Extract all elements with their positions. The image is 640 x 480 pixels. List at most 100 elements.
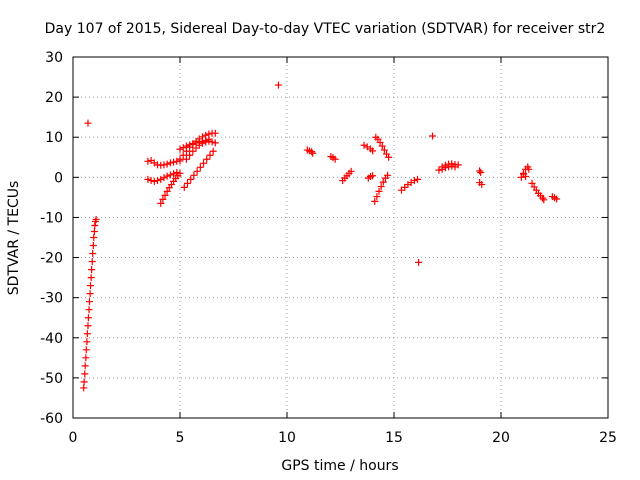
data-point [81, 370, 89, 378]
data-point [448, 162, 456, 170]
data-point [202, 138, 210, 146]
data-point [187, 175, 195, 183]
data-point [88, 266, 96, 274]
data-point [438, 165, 446, 173]
data-point [384, 171, 392, 179]
y-tick-label: -60 [40, 411, 63, 427]
data-point [84, 119, 92, 127]
data-point [147, 177, 155, 185]
data-point [371, 197, 379, 205]
data-point [83, 338, 91, 346]
data-point [170, 170, 178, 178]
y-tick-label: -50 [40, 371, 63, 387]
data-point [163, 187, 171, 195]
data-point [85, 306, 93, 314]
data-point [179, 151, 187, 159]
data-point [203, 155, 211, 163]
x-tick-label: 5 [176, 430, 185, 446]
y-tick-label: -30 [40, 291, 63, 307]
data-point [180, 183, 188, 191]
data-point [369, 172, 377, 180]
data-point [478, 181, 486, 189]
data-point [477, 169, 485, 177]
data-point [196, 163, 204, 171]
data-point [375, 187, 383, 195]
data-point [80, 384, 88, 392]
y-axis-label: SDTVAR / TECUs [6, 181, 22, 296]
data-point [186, 151, 194, 159]
data-point [82, 346, 90, 354]
data-point [160, 161, 168, 169]
data-point [376, 138, 384, 146]
data-point [206, 151, 214, 159]
y-tick-label: 0 [54, 170, 63, 186]
data-point [209, 147, 217, 155]
data-point [205, 137, 213, 145]
data-point [476, 167, 484, 175]
data-point [88, 258, 96, 266]
data-point [347, 167, 355, 175]
data-point [415, 258, 423, 266]
y-tick-label: 30 [45, 50, 63, 66]
data-point [182, 142, 190, 150]
data-point [360, 141, 368, 149]
data-point [91, 221, 99, 229]
axis-ticks: 0 5 10 15 20 25 -60 -50 -40 -30 -20 -10 0 10 20 30 [40, 50, 617, 446]
data-point [157, 199, 165, 207]
data-point [87, 282, 95, 290]
chart-title: Day 107 of 2015, Sidereal Day-to-day VTE… [45, 21, 606, 37]
data-point [80, 378, 88, 386]
data-point [369, 147, 377, 155]
data-point [410, 177, 418, 185]
y-tick-label: -10 [40, 210, 63, 226]
x-tick-label: 20 [492, 430, 510, 446]
data-point [211, 139, 219, 147]
data-point [166, 159, 174, 167]
data-point [183, 179, 191, 187]
data-point [89, 250, 97, 258]
data-point [86, 290, 94, 298]
data-point [379, 178, 387, 186]
data-point [161, 191, 169, 199]
data-point [144, 175, 152, 183]
data-point [540, 196, 548, 204]
data-point [170, 158, 178, 166]
data-point [525, 165, 533, 173]
x-tick-label: 0 [69, 430, 78, 446]
x-axis-label: GPS time / hours [281, 458, 398, 474]
data-point [309, 149, 317, 157]
x-tick-label: 15 [385, 430, 403, 446]
data-point [84, 322, 92, 330]
data-point [186, 141, 194, 149]
data-point [193, 167, 201, 175]
data-point [92, 215, 100, 223]
data-point [163, 160, 171, 168]
data-point [154, 177, 162, 185]
data-point [189, 140, 197, 148]
data-point [190, 171, 198, 179]
data-point [163, 172, 171, 180]
data-point [429, 132, 437, 140]
y-tick-label: -40 [40, 331, 63, 347]
data-point [85, 298, 93, 306]
data-point [176, 169, 184, 177]
data-point [90, 227, 98, 235]
data-point [157, 175, 165, 183]
data-point [451, 163, 459, 171]
data-point [211, 129, 219, 137]
x-tick-label: 10 [278, 430, 296, 446]
data-point [522, 173, 530, 181]
data-point [166, 171, 174, 179]
data-point [89, 242, 97, 250]
data-point [445, 163, 453, 171]
data-point [176, 155, 184, 163]
data-point [331, 155, 339, 163]
data-point [87, 274, 95, 282]
x-tick-label: 25 [599, 430, 617, 446]
plot-frame [72, 56, 609, 419]
data-point [90, 234, 98, 241]
data-point [441, 164, 449, 172]
data-point [176, 145, 184, 153]
data-point [182, 155, 190, 163]
